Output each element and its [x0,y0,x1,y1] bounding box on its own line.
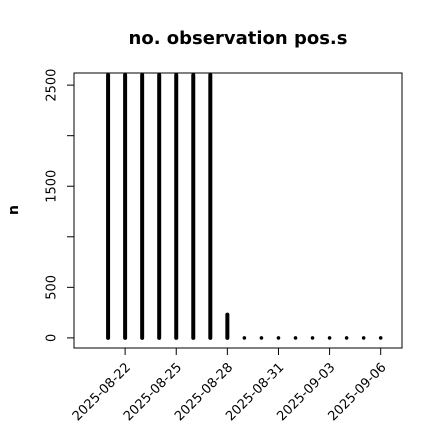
bar-2025-08-30 [260,336,264,340]
bar-2025-08-31 [277,336,281,340]
y-tick-label-500: 500 [45,275,60,300]
y-tick-label-1500: 1500 [45,170,60,203]
bar-2025-09-05 [362,336,366,340]
bar-2025-09-01 [294,336,298,340]
y-tick-label-2500: 2500 [45,69,60,102]
y-tick-label-0: 0 [45,334,60,342]
x-axis: 2025-08-222025-08-252025-08-282025-08-31… [70,348,390,424]
bar-2025-09-06 [379,336,383,340]
bar-2025-09-02 [311,336,315,340]
y-axis-label: n [6,205,22,215]
data-bars [108,75,382,340]
bar-2025-08-29 [243,336,247,340]
bar-2025-09-03 [328,336,332,340]
y-axis: 0 500 1500 2500 [45,69,75,342]
chart-title: no. observation pos.s [129,28,348,49]
bar-2025-09-04 [345,336,349,340]
